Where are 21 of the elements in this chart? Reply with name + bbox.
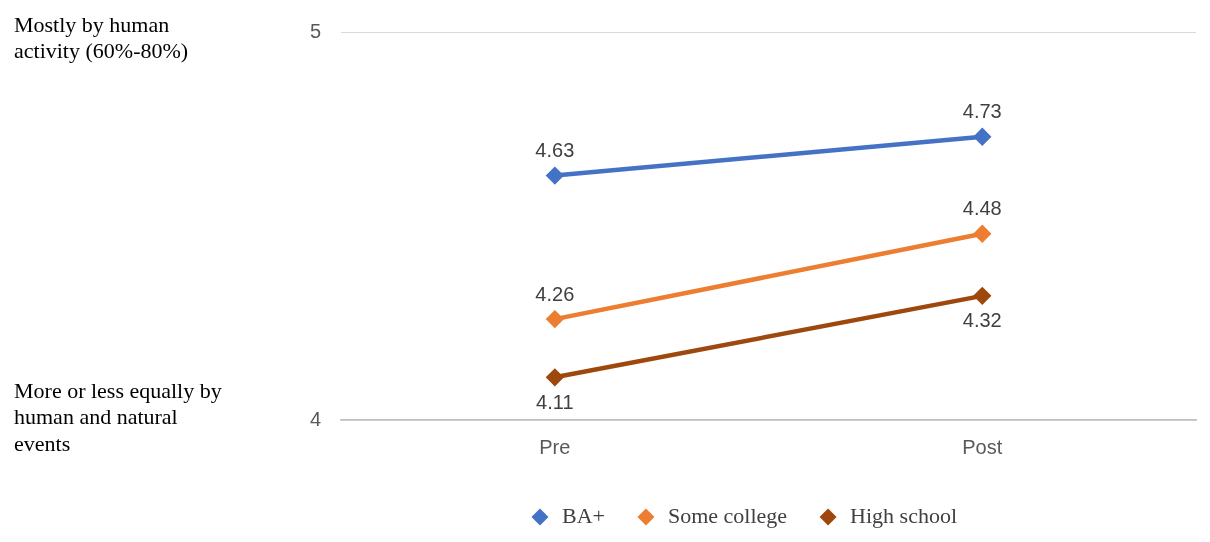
legend-label: Some college xyxy=(667,502,788,528)
data-label: 4.48 xyxy=(962,197,1002,220)
legend-label: BA+ xyxy=(561,502,605,528)
point xyxy=(974,287,991,305)
data-label: 4.11 xyxy=(536,390,574,413)
point xyxy=(546,369,564,386)
data-label: 4.73 xyxy=(962,100,1002,123)
point xyxy=(546,310,564,328)
x-tick-label: Post xyxy=(962,435,1003,458)
point xyxy=(974,128,991,146)
legend-label: High school xyxy=(850,502,958,528)
data-label: 4.26 xyxy=(535,282,575,305)
y-tick-label: 4 xyxy=(310,407,322,430)
data-label: 4.32 xyxy=(962,309,1002,332)
point xyxy=(974,225,991,243)
data-label: 4.63 xyxy=(535,139,575,162)
y-tick-label: 5 xyxy=(310,19,322,42)
point xyxy=(546,167,564,184)
text: More or less equally by human and natural events xyxy=(14,378,223,458)
text: Mostly by human activity (60%-80%) xyxy=(14,12,190,65)
x-tick-label: Pre xyxy=(539,435,571,458)
